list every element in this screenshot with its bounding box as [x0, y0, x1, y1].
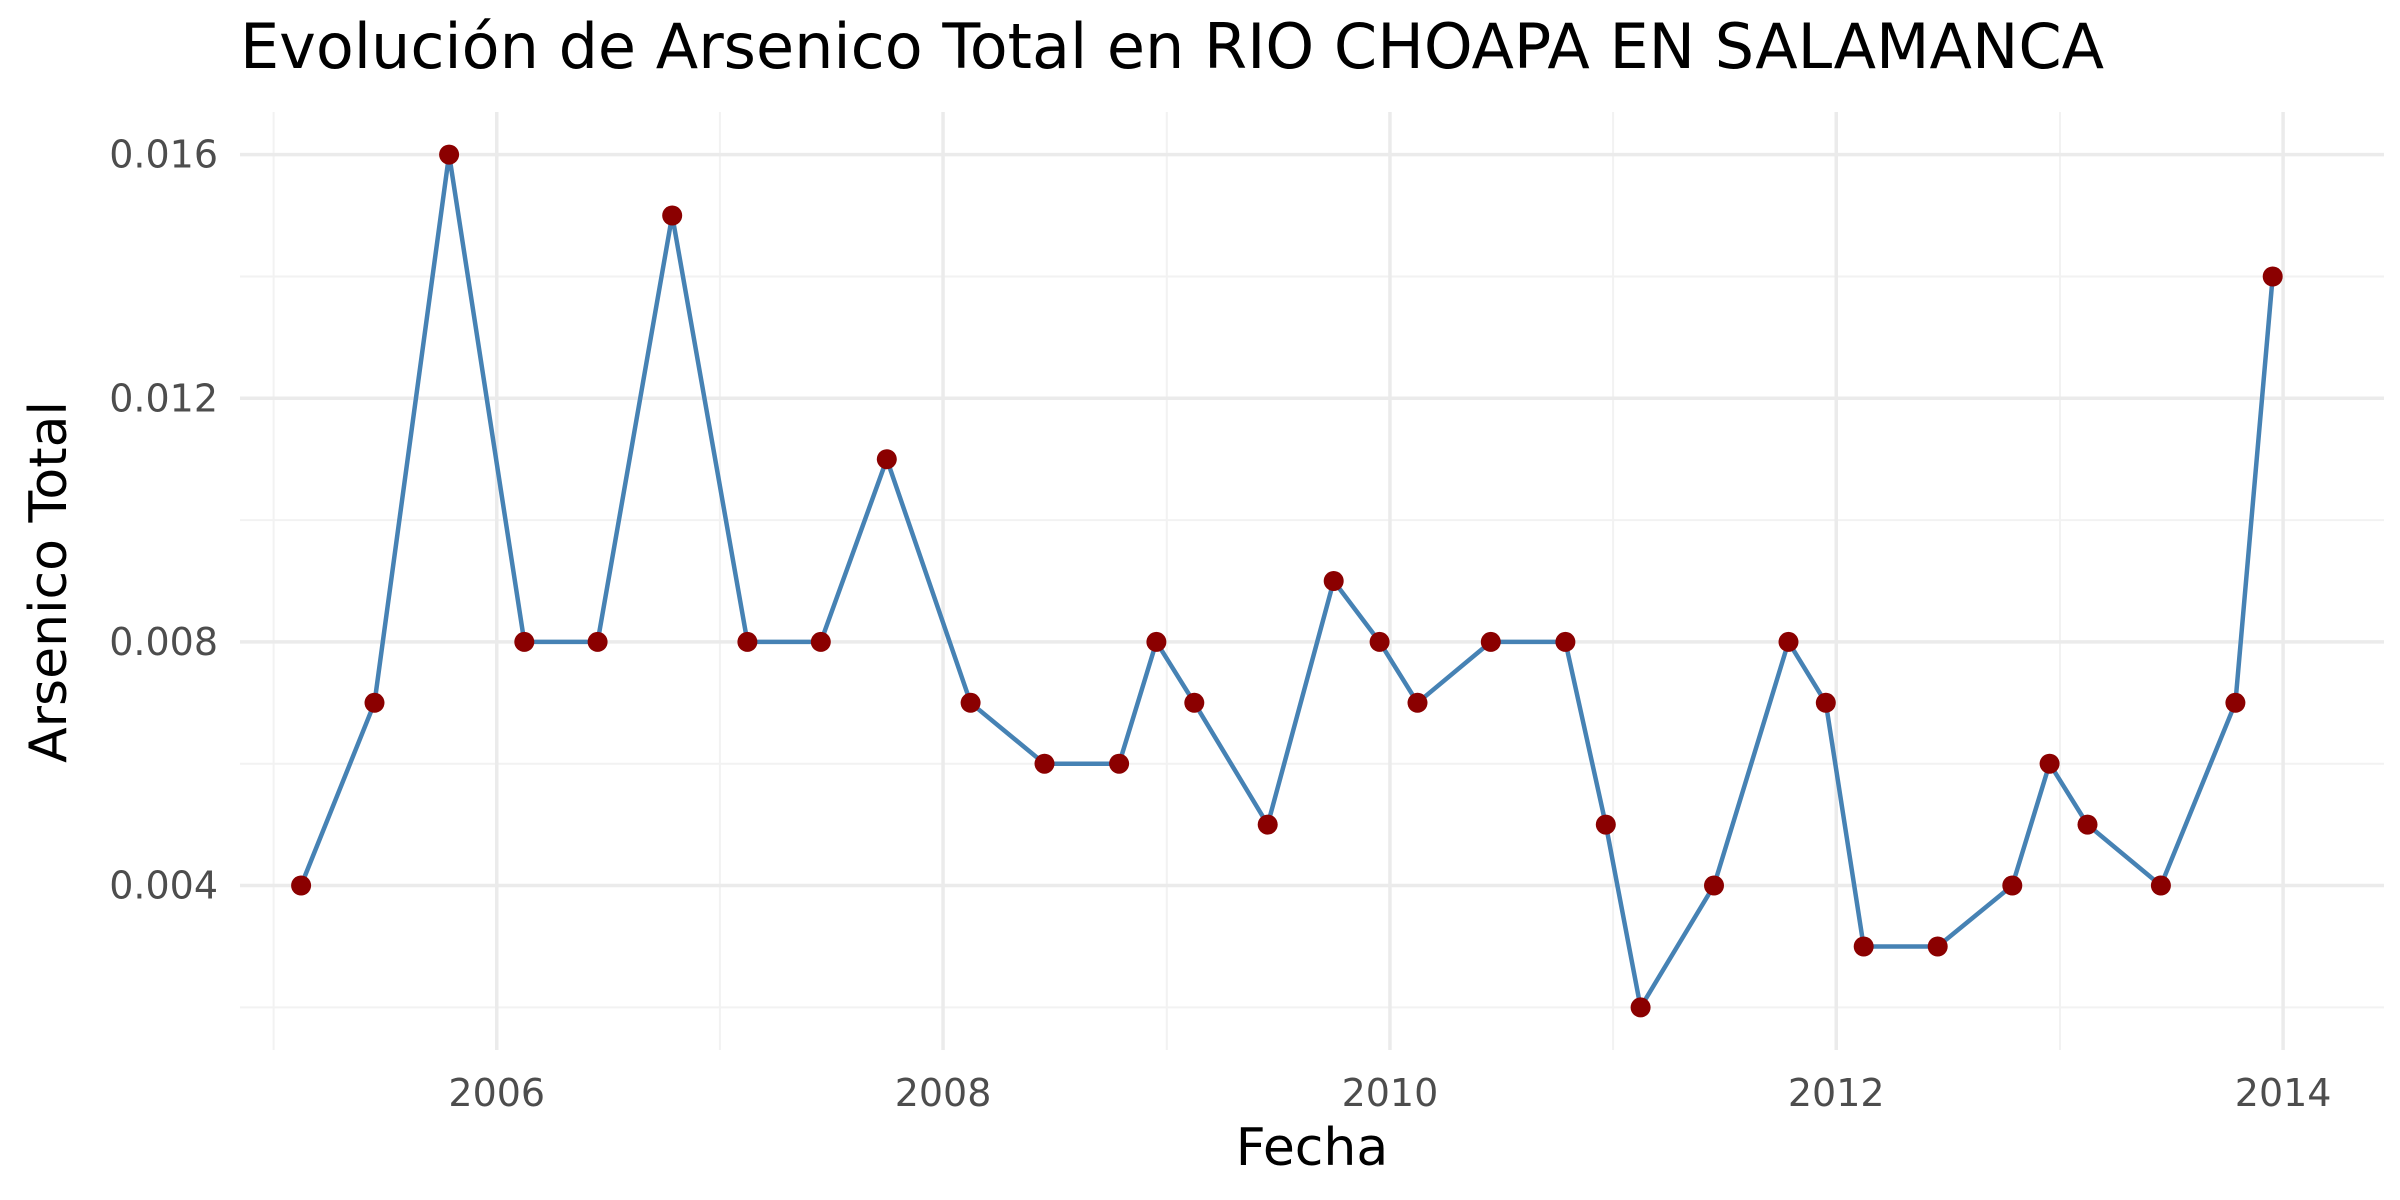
data-point: [1257, 814, 1278, 835]
data-point: [1704, 875, 1724, 896]
x-axis-title: Fecha: [1236, 1118, 1388, 1178]
data-point: [1595, 814, 1616, 835]
data-point: [2077, 814, 2098, 835]
x-tick-label: 2014: [2235, 1071, 2332, 1115]
data-point: [1184, 692, 1205, 713]
y-tick-label: 0.012: [109, 376, 218, 420]
data-point: [514, 631, 535, 652]
data-point: [1778, 631, 1799, 652]
chart-title: Evolución de Arsenico Total en RIO CHOAP…: [240, 10, 2104, 83]
data-point: [2225, 692, 2246, 713]
data-point: [1853, 936, 1874, 957]
x-axis-ticks: 2006 2008 2010 2012 2014: [448, 1071, 2331, 1115]
series-group: [291, 144, 2283, 1018]
data-point: [439, 144, 460, 165]
y-axis-title: Arsenico Total: [19, 401, 79, 763]
x-tick-label: 2008: [895, 1071, 992, 1115]
data-point: [1630, 997, 1651, 1018]
data-point: [364, 692, 385, 713]
y-tick-label: 0.016: [109, 133, 218, 177]
x-tick-label: 2006: [448, 1071, 545, 1115]
data-point: [1480, 631, 1501, 652]
y-tick-label: 0.008: [109, 620, 218, 664]
x-tick-label: 2010: [1342, 1071, 1439, 1115]
data-point: [810, 631, 831, 652]
series-line: [299, 152, 2275, 1010]
data-point: [1034, 753, 1055, 774]
data-point: [1407, 692, 1428, 713]
data-point: [662, 205, 683, 226]
data-point: [2150, 875, 2171, 896]
data-point: [1555, 631, 1576, 652]
data-point: [1323, 571, 1344, 591]
x-tick-label: 2012: [1788, 1071, 1885, 1115]
data-point: [2039, 753, 2060, 774]
data-point: [1927, 936, 1948, 957]
data-point: [587, 631, 608, 652]
data-point: [1815, 692, 1836, 713]
y-axis-ticks: 0.004 0.008 0.012 0.016: [109, 133, 218, 908]
data-point: [1109, 753, 1130, 774]
data-point: [291, 875, 312, 896]
data-point: [2262, 266, 2283, 287]
data-point: [876, 449, 897, 470]
data-point: [960, 692, 981, 713]
grid: [240, 112, 2384, 1050]
y-tick-label: 0.004: [109, 864, 218, 908]
data-point: [1369, 631, 1390, 652]
data-point: [737, 631, 758, 652]
data-point: [1146, 631, 1167, 652]
data-point: [2002, 875, 2023, 896]
